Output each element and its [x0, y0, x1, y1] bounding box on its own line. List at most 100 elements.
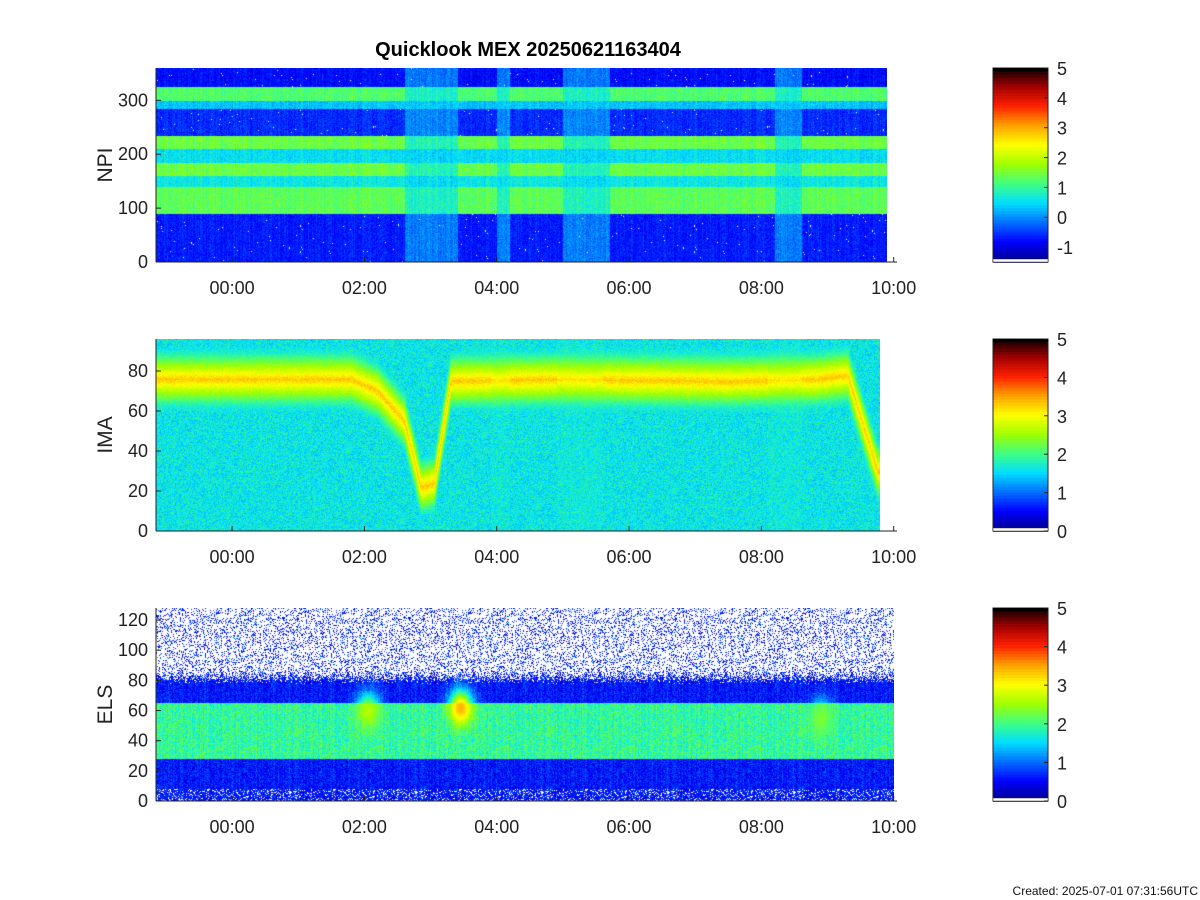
x-tick-label: 02:00 [342, 547, 387, 567]
y-tick-label: 40 [128, 441, 148, 461]
colorbar-tick-label: 5 [1057, 599, 1067, 619]
colorbar-segment [993, 516, 1048, 520]
colorbar-segment [993, 171, 1048, 175]
colorbar-segment [993, 767, 1048, 772]
colorbar-segment [993, 155, 1048, 160]
colorbar-segment [993, 441, 1048, 445]
colorbar-segment [993, 701, 1048, 706]
colorbar-segment [993, 71, 1048, 75]
colorbar-floor [992, 258, 1049, 263]
colorbar-segment [993, 498, 1048, 502]
colorbar-segment [993, 432, 1048, 436]
colorbar-segment [993, 513, 1048, 517]
x-tick-label: 10:00 [871, 547, 916, 567]
colorbar-segment [993, 186, 1048, 191]
colorbar-segment [993, 384, 1048, 388]
colorbar-segment [993, 653, 1048, 658]
colorbar-segment [993, 483, 1048, 487]
colorbar-segment [993, 249, 1048, 254]
x-tick-label: 06:00 [607, 817, 652, 837]
colorbar-tick-label: 1 [1057, 178, 1067, 198]
colorbar-segment [993, 764, 1048, 769]
colorbar-segment [993, 647, 1048, 652]
colorbar-segment [993, 438, 1048, 442]
colorbar-segment [993, 629, 1048, 633]
colorbar-segment [993, 782, 1048, 787]
colorbar-segment [993, 360, 1048, 364]
colorbar-segment [993, 140, 1048, 145]
colorbar-segment [993, 785, 1048, 790]
colorbar-segment [993, 113, 1048, 118]
colorbar-tick-label: 5 [1057, 59, 1067, 79]
colorbar-segment [993, 86, 1048, 91]
colorbar-segment [993, 243, 1048, 248]
colorbar-segment [993, 240, 1048, 245]
colorbar-segment [993, 480, 1048, 484]
x-tick-label: 06:00 [607, 278, 652, 298]
colorbar-segment [993, 776, 1048, 781]
colorbar-segment [993, 779, 1048, 784]
colorbar-segment [993, 216, 1048, 221]
colorbar-segment [993, 83, 1048, 87]
colorbar-segment [993, 668, 1048, 673]
colorbar-segment [993, 143, 1048, 148]
colorbar-segment [993, 632, 1048, 636]
colorbar-segment [993, 650, 1048, 655]
x-tick-label: 04:00 [474, 278, 519, 298]
colorbar-segment [993, 207, 1048, 212]
colorbar-segment [993, 189, 1048, 194]
colorbar-segment [993, 788, 1048, 793]
colorbar-segment [993, 116, 1048, 121]
x-tick-label: 06:00 [607, 547, 652, 567]
colorbar-segment [993, 137, 1048, 142]
colorbar-segment [993, 234, 1048, 239]
colorbar-segment [993, 435, 1048, 439]
y-tick-label: 80 [128, 670, 148, 690]
colorbar-tick-label: 3 [1057, 407, 1067, 427]
x-tick-label: 08:00 [739, 817, 784, 837]
colorbar-segment [993, 375, 1048, 379]
colorbar-segment [993, 429, 1048, 433]
colorbar-segment [993, 504, 1048, 508]
colorbar-segment [993, 195, 1048, 200]
x-tick-label: 00:00 [210, 278, 255, 298]
colorbar-segment [993, 692, 1048, 697]
colorbar-segment [993, 740, 1048, 745]
colorbar-segment [993, 423, 1048, 427]
colorbar-segment [993, 456, 1048, 460]
colorbar-segment [993, 794, 1048, 799]
colorbar-segment [993, 201, 1048, 206]
colorbar-segment [993, 74, 1048, 78]
y-tick-label: 100 [118, 640, 148, 660]
colorbar-segment [993, 468, 1048, 472]
x-tick-label: 04:00 [474, 547, 519, 567]
colorbar-segment [993, 408, 1048, 412]
colorbar-segment [993, 92, 1048, 97]
colorbar-segment [993, 95, 1048, 100]
colorbar-segment [993, 161, 1048, 166]
colorbar-segment [993, 623, 1048, 627]
colorbar-segment [993, 128, 1048, 133]
colorbar-segment [993, 462, 1048, 466]
colorbar-tick-label: 3 [1057, 676, 1067, 696]
colorbar-segment [993, 465, 1048, 469]
colorbar-segment [993, 192, 1048, 197]
colorbar-segment [993, 363, 1048, 367]
y-tick-label: 60 [128, 701, 148, 721]
colorbar-segment [993, 755, 1048, 760]
colorbar-floor [992, 797, 1049, 802]
colorbar-segment [993, 486, 1048, 490]
colorbar-segment [993, 225, 1048, 230]
colorbar-segment [993, 381, 1048, 385]
x-tick-label: 04:00 [474, 817, 519, 837]
colorbar-segment [993, 707, 1048, 712]
colorbar-segment [993, 342, 1048, 346]
x-tick-label: 08:00 [739, 547, 784, 567]
y-axis-label: NPI [94, 147, 117, 182]
colorbar-segment [993, 689, 1048, 694]
colorbar-segment [993, 749, 1048, 754]
y-tick-label: 80 [128, 361, 148, 381]
x-tick-label: 00:00 [210, 547, 255, 567]
y-tick-label: 0 [138, 791, 148, 811]
